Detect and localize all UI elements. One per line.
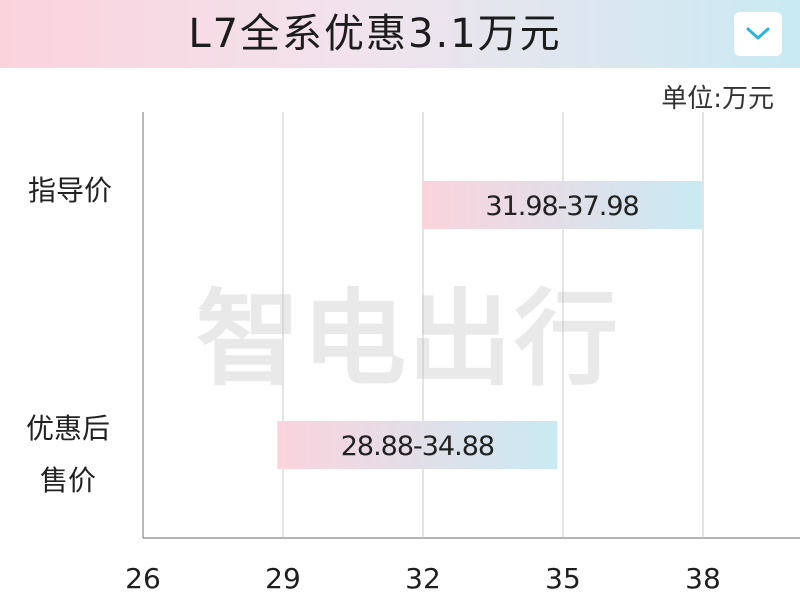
- unit-label: 单位:万元: [661, 84, 774, 114]
- x-tick-label: 29: [265, 562, 301, 595]
- header-banner: L7全系优惠3.1万元: [0, 0, 800, 68]
- page-title: L7全系优惠3.1万元: [188, 11, 562, 57]
- watermark: 智电出行: [196, 278, 621, 400]
- dropdown-button[interactable]: [734, 12, 782, 56]
- x-tick-label: 38: [685, 562, 721, 595]
- category-label: 优惠后售价: [26, 412, 110, 497]
- x-tick-label: 26: [125, 562, 161, 595]
- chevron-down-icon: [746, 27, 770, 40]
- x-tick-label: 35: [545, 562, 581, 595]
- bar-value-label: 28.88-34.88: [341, 431, 494, 462]
- range-bar: [277, 421, 558, 469]
- range-bar: [422, 181, 703, 229]
- bar-value-label: 31.98-37.98: [485, 191, 638, 222]
- x-tick-label: 32: [405, 562, 441, 595]
- category-label: 指导价: [28, 174, 112, 207]
